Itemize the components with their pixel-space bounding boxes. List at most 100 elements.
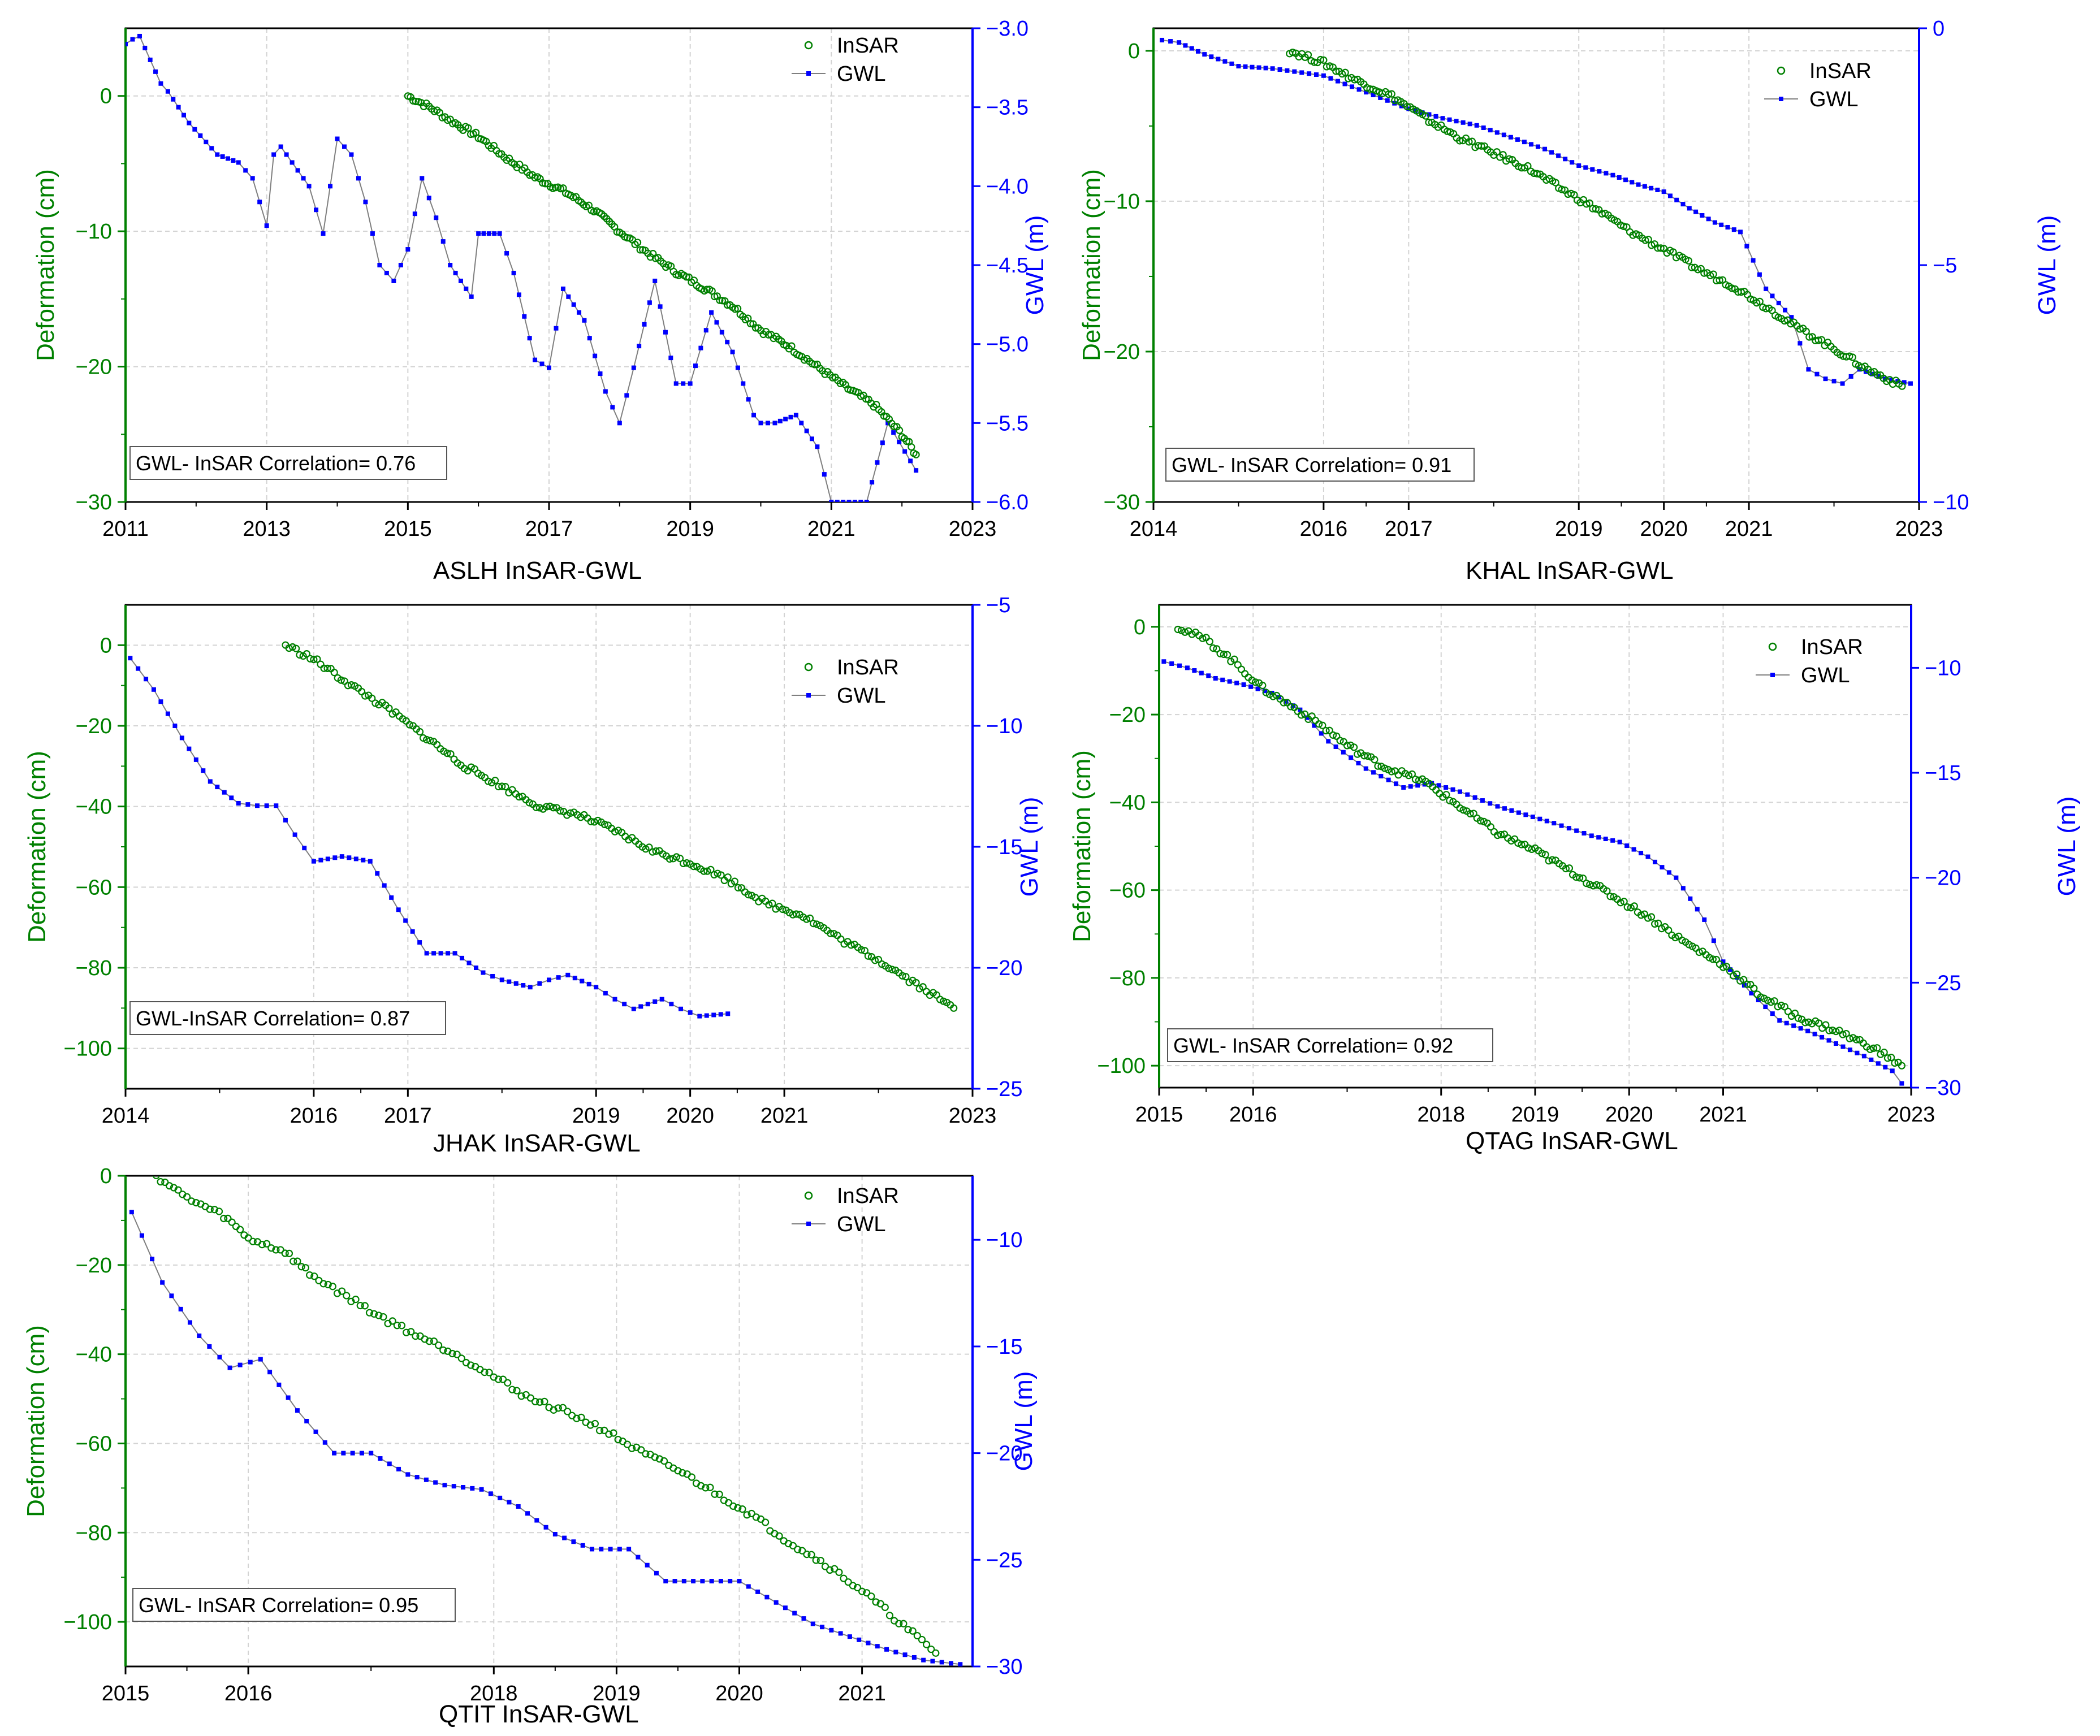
insar-point (1750, 984, 1758, 992)
gwl-point (885, 421, 891, 426)
x-tick-label: 2018 (470, 1682, 518, 1705)
gwl-point (1814, 371, 1820, 376)
insar-point (1311, 716, 1319, 724)
insar-point (215, 1207, 223, 1215)
gwl-point (396, 907, 401, 912)
insar-point (554, 1404, 562, 1412)
gwl-point (547, 977, 551, 982)
annotation-text: GWL-InSAR Correlation= 0.87 (136, 1007, 410, 1030)
chart-title-qtag: QTAG InSAR-GWL (1466, 1127, 1678, 1155)
insar-point (861, 947, 868, 955)
insar-point (1719, 963, 1727, 971)
insar-point (849, 1582, 857, 1590)
y-tick-label: 0 (1134, 616, 1146, 639)
insar-point (1603, 887, 1611, 895)
x-tick-label: 2016 (1229, 1103, 1277, 1127)
y2-tick-label: −30 (1925, 1076, 1961, 1100)
insar-point (1403, 102, 1411, 111)
gwl-point (562, 1535, 567, 1540)
gwl-point (1603, 837, 1608, 842)
gwl-point (1335, 79, 1340, 84)
insar-point (310, 1272, 318, 1280)
insar-point (628, 1444, 636, 1452)
insar-point (789, 1542, 797, 1549)
insar-point (1592, 205, 1600, 213)
insar-point (1617, 899, 1624, 907)
insar-point (679, 1469, 686, 1477)
gwl-point (1834, 1041, 1838, 1046)
gwl-point (1494, 130, 1500, 135)
gwl-point (169, 1293, 174, 1298)
gwl-point (1763, 1005, 1768, 1010)
insar-point (1493, 148, 1501, 156)
gwl-point (1523, 812, 1528, 817)
insar-point (426, 737, 434, 744)
gwl-point (718, 1579, 723, 1584)
gwl-point (653, 999, 658, 1004)
insar-point (806, 914, 814, 922)
insar-point (371, 699, 379, 707)
insar-point (1736, 977, 1744, 985)
gwl-point (178, 1306, 183, 1311)
gwl-point (215, 785, 220, 790)
annotation-box (1165, 448, 1475, 482)
gwl-point (1433, 114, 1438, 119)
gwl-point (1687, 206, 1692, 211)
insar-point (517, 1392, 525, 1400)
gwl-point (1744, 244, 1749, 249)
y2-tick-label: −5 (1933, 254, 1957, 278)
gwl-point (481, 231, 486, 236)
y2-tick-label: −3.0 (986, 17, 1029, 41)
y2-axis-title: GWL (m) (1010, 1371, 1038, 1471)
insar-point (1641, 236, 1649, 244)
insar-point (1583, 880, 1591, 888)
gwl-point (179, 735, 184, 741)
plot-area (1161, 625, 1905, 1086)
gwl-point (1458, 789, 1462, 794)
chart-panel-khal: 2014 2016 2017 2019 2020 2021 2023 0 −10 −20 −30 0 −… (1046, 0, 2100, 594)
gwl-point (1604, 171, 1609, 176)
gwl-point (1227, 679, 1232, 684)
gwl-point (236, 800, 241, 806)
insar-point (573, 1414, 581, 1422)
x-tick-label: 2023 (949, 517, 997, 541)
insar-point (1695, 948, 1703, 956)
y-tick-label: −80 (1109, 967, 1146, 990)
gwl-point (469, 294, 474, 299)
insar-point (1237, 665, 1246, 673)
insar-point (1657, 244, 1665, 252)
gwl-point (829, 1627, 834, 1633)
insar-point (1289, 48, 1297, 57)
insar-point (898, 972, 906, 980)
gwl-point (1751, 258, 1756, 263)
x-tick-label: 2019 (1511, 1103, 1559, 1127)
insar-point (1493, 831, 1502, 839)
insar-point (472, 128, 480, 136)
y2-tick-label: −20 (986, 1442, 1022, 1466)
insar-point (324, 1280, 332, 1289)
insar-point (652, 847, 660, 855)
gwl-point (328, 184, 333, 189)
insar-point (577, 1413, 585, 1421)
insar-point (1408, 770, 1416, 778)
gwl-point (391, 278, 396, 283)
y-tick-label: 0 (100, 1164, 112, 1188)
insar-point (826, 1566, 834, 1574)
insar-point (412, 1332, 420, 1340)
insar-point (1524, 844, 1532, 852)
insar-point (896, 426, 904, 434)
insar-point (690, 863, 698, 871)
insar-point (531, 1397, 539, 1406)
insar-point (1743, 980, 1751, 988)
insar-point (1552, 179, 1559, 187)
x-tick-label: 2015 (384, 517, 432, 541)
gwl-point (227, 1365, 232, 1370)
gwl-point (370, 231, 375, 236)
insar-point (1455, 137, 1464, 145)
gwl-point (410, 929, 415, 934)
insar-point (1565, 864, 1574, 872)
gwl-point (1738, 230, 1743, 235)
gwl-point (1582, 830, 1587, 835)
x-tick-label: 2017 (1385, 517, 1433, 541)
insar-point (895, 1620, 903, 1627)
